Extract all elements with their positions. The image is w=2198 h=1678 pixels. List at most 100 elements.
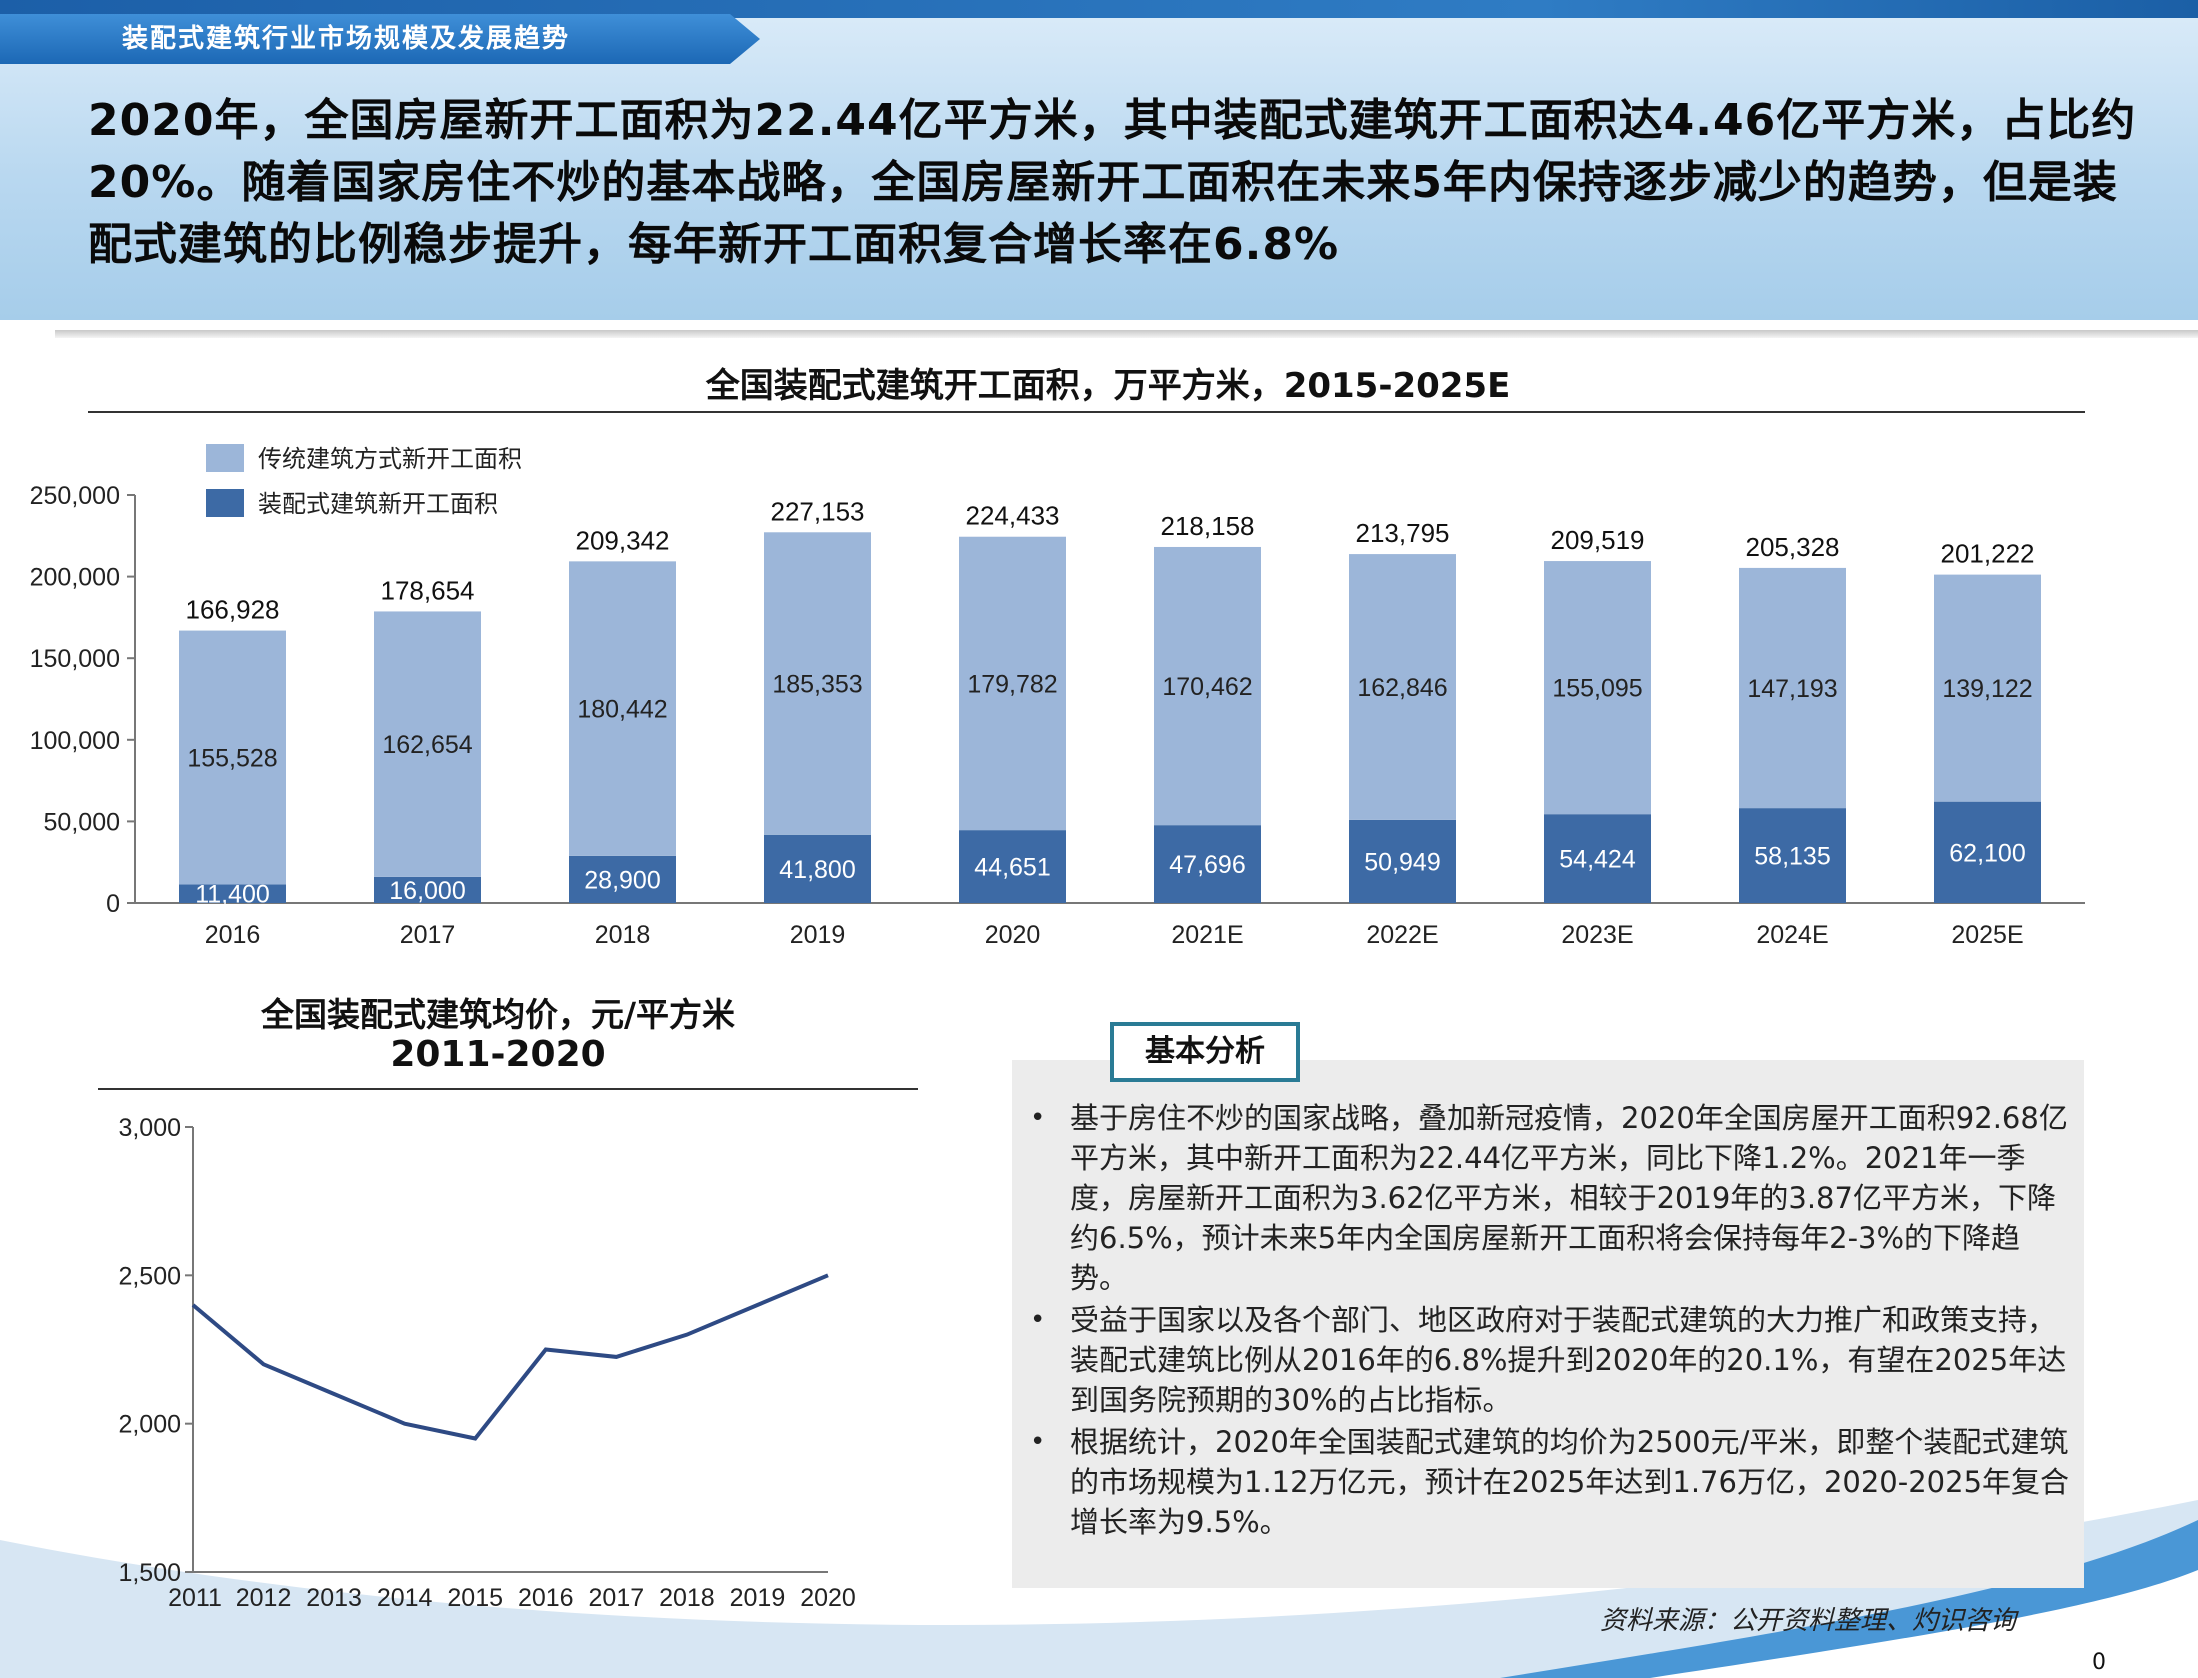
data-label-traditional: 162,846 [1357,674,1447,702]
x-tick-label: 2012 [236,1584,292,1612]
data-label-prefab: 16,000 [389,877,465,905]
bar-traditional [1154,546,1261,826]
x-tick-label: 2016 [518,1584,574,1612]
data-label-total: 166,928 [186,595,280,625]
bar-traditional [374,611,481,877]
line-chart-subtitle: 2011-2020 [390,1034,606,1075]
x-tick-label: 2014 [377,1584,433,1612]
bar-chart: 0 50,000 100,000 150,000 200,000 250,000 11,40… [30,411,2085,949]
bullet-marker: • [1030,1103,1046,1133]
page-number: 0 [2092,1650,2106,1675]
data-label-total: 213,795 [1356,518,1450,548]
bar-traditional [764,532,871,835]
y-tick-label: 0 [106,890,120,918]
data-label-prefab: 58,135 [1754,843,1830,871]
bar-chart-title: 全国装配式建筑开工面积，万平方米，2015-2025E [705,366,1511,406]
x-tick-label: 2017 [589,1584,645,1612]
bar-prefab [374,876,481,903]
x-tick-label: 2019 [730,1584,786,1612]
x-tick-label: 2023E [1561,921,1633,949]
x-tick-label: 2024E [1756,921,1828,949]
data-label-prefab: 47,696 [1169,851,1245,879]
data-label-total: 209,519 [1551,525,1645,555]
data-label-traditional: 139,122 [1942,675,2032,703]
x-tick-label: 2020 [800,1584,856,1612]
analysis-tag: 基本分析 [1110,1022,1300,1082]
x-tick-label: 2021E [1171,921,1243,949]
headline: 2020年，全国房屋新开工面积为22.44亿平方米，其中装配式建筑开工面积达4.… [88,95,2137,270]
data-label-traditional: 185,353 [772,671,862,699]
data-label-total: 201,222 [1941,539,2035,569]
bar-traditional [179,630,286,885]
data-label-traditional: 180,442 [577,696,667,724]
data-label-total: 178,654 [381,575,475,605]
data-label-prefab: 50,949 [1364,848,1440,876]
data-label-prefab: 62,100 [1949,839,2025,867]
x-tick-label: 2015 [447,1584,503,1612]
bar-traditional [569,561,676,856]
bar-traditional [1739,567,1846,809]
divider [55,330,2198,338]
line-chart-title: 全国装配式建筑均价，元/平方米 [260,995,736,1034]
bullet-marker: • [1030,1305,1046,1335]
bar-traditional [959,536,1066,831]
x-tick-label: 2011 [168,1584,222,1612]
x-tick-label: 2016 [205,921,261,949]
y-tick-label: 3,000 [118,1114,181,1142]
x-tick-label: 2022E [1366,921,1438,949]
legend-swatch [206,489,244,517]
bullet-text: 基于房住不炒的国家战略，叠加新冠疫情，2020年全国房屋开工面积92.68亿平方… [1070,1101,2068,1295]
y-tick-label: 150,000 [30,645,120,673]
y-tick-label: 2,000 [118,1411,181,1439]
x-tick-label: 2025E [1951,921,2023,949]
data-label-prefab: 54,424 [1559,846,1636,874]
data-label-total: 224,433 [966,501,1060,531]
legend-label: 装配式建筑新开工面积 [258,491,498,518]
bar-prefab [1154,825,1261,903]
bar-prefab [569,855,676,903]
y-tick-label: 1,500 [118,1559,181,1587]
y-tick-label: 100,000 [30,727,120,755]
header-strip [0,0,2198,18]
price-line [191,1273,829,1441]
section-tab: 装配式建筑行业市场规模及发展趋势 [0,14,760,64]
line-chart: 1,500 2,000 2,500 3,000 2011 2012 2013 2014 2015… [98,1088,918,1612]
bar-prefab [764,834,871,903]
bar-prefab [1934,801,2041,903]
bottom-wave-decoration [0,1500,2198,1678]
data-label-traditional: 155,528 [187,744,277,772]
data-label-traditional: 155,095 [1552,675,1642,703]
bar-prefab [1544,814,1651,903]
data-label-total: 227,153 [771,496,865,526]
data-label-traditional: 162,654 [382,731,472,759]
data-label-prefab: 11,400 [195,881,270,909]
bullet-text: 根据统计，2020年全国装配式建筑的均价为2500元/平米，即整个装配式建筑的市… [1070,1425,2070,1539]
legend-swatch [206,444,244,472]
data-label-total: 218,158 [1161,511,1255,541]
bar-traditional [1934,574,2041,802]
source-note: 资料来源：公开资料整理、灼识咨询 [1600,1606,2017,1636]
bar-prefab [959,830,1066,903]
analysis-bullet: • 根据统计，2020年全国装配式建筑的均价为2500元/平米，即整个装配式建筑的… [1030,1422,2070,1542]
data-label-traditional: 147,193 [1747,675,1837,703]
data-label-traditional: 170,462 [1162,673,1252,701]
y-tick-label: 200,000 [30,564,120,592]
y-tick-label: 250,000 [30,482,120,510]
analysis-bullet: • 受益于国家以及各个部门、地区政府对于装配式建筑的大力推广和政策支持，装配式建筑… [1030,1300,2070,1420]
legend-label: 传统建筑方式新开工面积 [258,446,522,473]
bar-prefab [1349,819,1456,903]
y-tick-label: 50,000 [44,808,120,836]
data-label-prefab: 44,651 [974,854,1050,882]
data-label-traditional: 179,782 [967,670,1057,698]
analysis-panel [1012,1060,2084,1588]
data-label-total: 209,342 [576,525,670,555]
bullet-marker: • [1030,1427,1046,1457]
x-tick-label: 2018 [595,921,651,949]
x-tick-label: 2019 [790,921,846,949]
bar-traditional [1544,561,1651,815]
analysis-bullet: • 基于房住不炒的国家战略，叠加新冠疫情，2020年全国房屋开工面积92.68亿平… [1030,1098,2070,1298]
bar-prefab [179,884,286,903]
data-label-prefab: 41,800 [779,856,855,884]
bar-prefab [1739,808,1846,903]
x-tick-label: 2013 [306,1584,362,1612]
